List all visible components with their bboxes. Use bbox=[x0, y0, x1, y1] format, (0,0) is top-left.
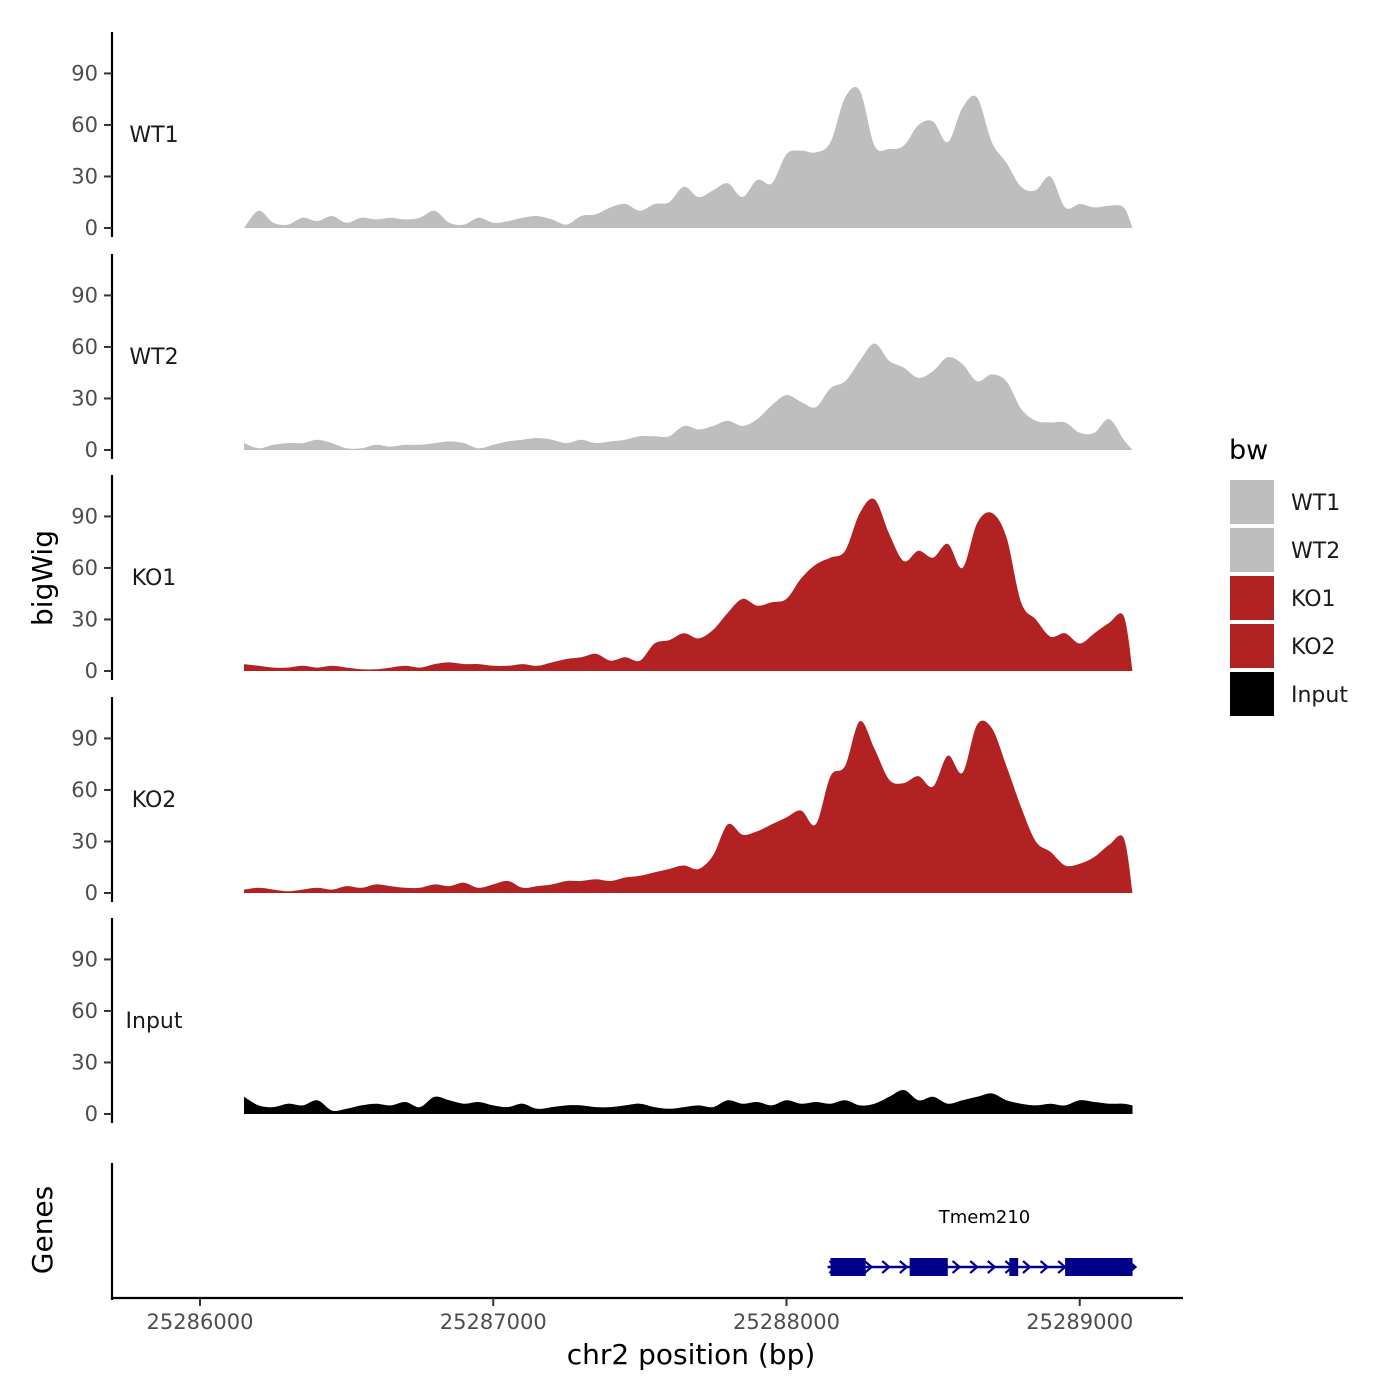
legend-key-input bbox=[1230, 672, 1274, 716]
panel-wt1: 0 30 60 90 WT1 bbox=[71, 32, 1133, 240]
coverage-area-ko2 bbox=[244, 720, 1133, 893]
gene-exon bbox=[1065, 1258, 1133, 1276]
coverage-panels: 0 30 60 90 WT1 0 30 60 90 WT2 0 30 60 90 KO1 0 30 60 90 KO2… bbox=[71, 32, 1133, 1126]
coverage-area-wt1 bbox=[244, 86, 1133, 229]
coverage-area-input bbox=[244, 1089, 1133, 1114]
panel-ko2: 0 30 60 90 KO2 bbox=[71, 697, 1133, 905]
legend-label-input: Input bbox=[1291, 683, 1348, 708]
y-tick-label: 90 bbox=[71, 504, 98, 528]
coverage-area-ko1 bbox=[244, 498, 1133, 671]
y-tick-label: 30 bbox=[71, 829, 98, 853]
y-tick-label: 60 bbox=[71, 113, 98, 137]
strand-arrow-icon bbox=[951, 1260, 962, 1274]
panel-label-input: Input bbox=[126, 1009, 183, 1034]
gene-model bbox=[827, 1258, 1138, 1276]
legend-label-ko1: KO1 bbox=[1291, 587, 1336, 612]
y-tick-label: 0 bbox=[85, 881, 98, 905]
y-tick-label: 60 bbox=[71, 556, 98, 580]
y-tick-label: 60 bbox=[71, 335, 98, 359]
y-tick-label: 60 bbox=[71, 999, 98, 1023]
strand-arrow-icon bbox=[881, 1260, 891, 1274]
gene-exon bbox=[830, 1258, 866, 1276]
legend-title: bw bbox=[1229, 435, 1268, 466]
y-tick-label: 0 bbox=[85, 438, 98, 462]
y-tick-label: 60 bbox=[71, 778, 98, 802]
panel-label-wt1: WT1 bbox=[129, 123, 178, 148]
legend-label-wt2: WT2 bbox=[1291, 539, 1340, 564]
strand-arrow-icon bbox=[969, 1260, 979, 1274]
x-tick-label: 25288000 bbox=[733, 1310, 840, 1334]
y-tick-label: 0 bbox=[85, 1102, 98, 1126]
y-tick-label: 0 bbox=[85, 659, 98, 683]
panel-wt2: 0 30 60 90 WT2 bbox=[71, 254, 1133, 462]
strand-arrow-icon bbox=[987, 1260, 997, 1274]
gene-exon bbox=[1009, 1258, 1019, 1276]
gene-track: Tmem210 bbox=[110, 1163, 1138, 1300]
y-tick-label: 90 bbox=[71, 726, 98, 750]
y-axis-title-bigwig: bigWig bbox=[26, 530, 59, 626]
x-axis-title: chr2 position (bp) bbox=[567, 1338, 816, 1371]
y-axis-title-genes: Genes bbox=[26, 1186, 59, 1274]
y-tick-label: 30 bbox=[71, 607, 98, 631]
panel-input: 0 30 60 90 Input bbox=[71, 918, 1133, 1126]
y-tick-label: 30 bbox=[71, 164, 98, 188]
x-axis: 25286000 25287000 25288000 25289000 bbox=[112, 1296, 1183, 1334]
y-tick-label: 90 bbox=[71, 947, 98, 971]
y-tick-label: 30 bbox=[71, 1050, 98, 1074]
strand-arrow-icon bbox=[863, 1260, 874, 1274]
legend-key-ko2 bbox=[1230, 624, 1274, 668]
y-tick-label: 30 bbox=[71, 386, 98, 410]
coverage-area-wt2 bbox=[244, 343, 1133, 450]
x-tick-label: 25286000 bbox=[147, 1310, 254, 1334]
gene-label: Tmem210 bbox=[938, 1207, 1031, 1228]
panel-label-wt2: WT2 bbox=[129, 345, 178, 370]
legend-label-wt1: WT1 bbox=[1291, 491, 1340, 516]
strand-arrow-icon bbox=[899, 1260, 909, 1274]
y-tick-label: 90 bbox=[71, 61, 98, 85]
strand-arrow-icon bbox=[1039, 1260, 1050, 1274]
y-tick-label: 0 bbox=[85, 216, 98, 240]
legend-key-ko1 bbox=[1230, 576, 1274, 620]
legend: bw WT1 WT2 KO1 KO2 Input bbox=[1229, 435, 1348, 716]
panel-label-ko1: KO1 bbox=[132, 566, 177, 591]
y-tick-label: 90 bbox=[71, 283, 98, 307]
strand-arrow-icon bbox=[1022, 1260, 1032, 1274]
legend-label-ko2: KO2 bbox=[1291, 635, 1336, 660]
panel-label-ko2: KO2 bbox=[132, 788, 177, 813]
x-tick-label: 25287000 bbox=[440, 1310, 547, 1334]
legend-key-wt2 bbox=[1230, 528, 1274, 572]
gene-exon bbox=[909, 1258, 948, 1276]
x-tick-label: 25289000 bbox=[1026, 1310, 1133, 1334]
panel-ko1: 0 30 60 90 KO1 bbox=[71, 475, 1133, 683]
legend-key-wt1 bbox=[1230, 480, 1274, 524]
